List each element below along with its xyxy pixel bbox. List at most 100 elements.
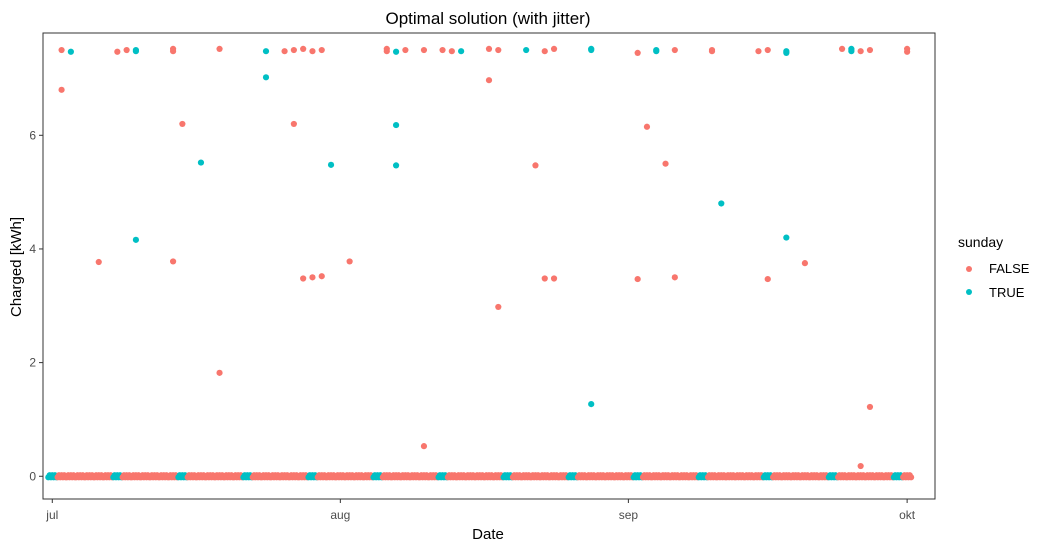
data-point xyxy=(402,46,409,54)
data-point xyxy=(448,48,455,55)
data-point xyxy=(318,273,325,280)
legend: sunday FALSE TRUE xyxy=(958,234,1030,300)
plot-panel xyxy=(42,32,936,500)
data-point xyxy=(541,275,548,282)
data-point xyxy=(346,258,353,265)
data-point xyxy=(58,86,65,93)
legend-label-true: TRUE xyxy=(989,285,1025,300)
data-point xyxy=(169,258,177,265)
data-point xyxy=(327,161,335,168)
data-point xyxy=(420,46,428,54)
data-point xyxy=(662,160,669,167)
chart-title: Optimal solution (with jitter) xyxy=(385,9,590,28)
y-tick-label: 6 xyxy=(29,128,36,142)
data-point xyxy=(857,462,864,470)
data-point xyxy=(653,46,660,54)
data-point xyxy=(281,48,288,55)
data-point xyxy=(383,48,390,55)
data-point xyxy=(300,45,307,53)
x-axis: jul aug sep okt xyxy=(45,499,916,522)
y-axis: 0 2 4 6 xyxy=(29,128,43,483)
y-tick-label: 2 xyxy=(29,356,36,370)
data-point xyxy=(300,275,307,282)
x-tick-label: aug xyxy=(330,508,350,522)
x-tick-label: okt xyxy=(899,508,916,522)
data-point xyxy=(523,46,530,54)
data-point xyxy=(420,443,428,450)
data-point xyxy=(838,45,846,53)
data-point xyxy=(262,74,270,81)
baseline-point-false xyxy=(156,472,171,481)
data-point xyxy=(262,48,270,55)
data-point xyxy=(495,303,502,311)
data-point xyxy=(123,46,130,54)
data-point xyxy=(290,46,297,54)
data-point xyxy=(550,275,558,282)
plot-area xyxy=(42,32,936,500)
legend-key-false xyxy=(966,266,972,272)
data-point xyxy=(309,48,316,55)
data-point xyxy=(318,46,325,54)
data-point xyxy=(541,48,548,55)
data-point xyxy=(588,46,595,54)
baseline-point-false xyxy=(844,472,859,481)
data-point xyxy=(290,120,297,128)
data-point xyxy=(764,46,771,54)
y-tick-label: 4 xyxy=(29,242,36,256)
data-point xyxy=(67,48,74,55)
data-point xyxy=(392,162,400,169)
data-point xyxy=(439,46,446,54)
legend-key-true xyxy=(966,289,972,295)
data-point xyxy=(783,49,790,56)
data-point xyxy=(588,400,595,408)
data-point xyxy=(392,121,400,129)
data-point xyxy=(671,46,678,54)
data-point xyxy=(866,46,874,54)
data-point xyxy=(801,260,809,267)
data-point xyxy=(708,48,716,55)
data-point xyxy=(848,45,855,53)
data-point xyxy=(866,403,874,411)
data-point xyxy=(216,45,223,53)
baseline-point-true xyxy=(500,472,515,481)
data-point xyxy=(485,77,493,84)
data-point xyxy=(783,234,790,241)
data-point xyxy=(458,48,465,55)
x-tick-label: sep xyxy=(619,508,639,522)
x-axis-title: Date xyxy=(472,526,504,543)
data-point xyxy=(718,200,725,207)
data-point xyxy=(95,258,102,266)
data-point xyxy=(169,45,177,53)
data-point xyxy=(179,120,186,128)
y-tick-label: 0 xyxy=(29,469,36,483)
series-true xyxy=(67,45,855,408)
data-point xyxy=(532,162,539,169)
data-point xyxy=(671,274,678,281)
legend-title: sunday xyxy=(958,234,1003,250)
baseline-dot xyxy=(908,474,915,481)
data-point xyxy=(643,123,651,130)
legend-label-false: FALSE xyxy=(989,261,1030,276)
data-point xyxy=(755,48,762,55)
data-point xyxy=(132,48,140,55)
baseline-point-false xyxy=(807,472,822,481)
x-tick-label: jul xyxy=(45,508,58,522)
series-false xyxy=(58,45,911,470)
data-point xyxy=(634,275,641,283)
data-point xyxy=(197,159,205,166)
data-point xyxy=(132,236,140,243)
baseline-point-false xyxy=(900,472,915,481)
data-point xyxy=(58,46,65,54)
data-point xyxy=(550,45,558,53)
data-point xyxy=(485,45,493,53)
data-point xyxy=(114,48,121,55)
data-point xyxy=(216,369,223,376)
data-point xyxy=(857,48,864,55)
y-axis-title: Charged [kWh] xyxy=(8,217,25,317)
data-point xyxy=(392,48,400,55)
data-point xyxy=(764,275,771,283)
data-point xyxy=(904,48,911,55)
data-point xyxy=(634,49,641,56)
data-point xyxy=(495,46,502,54)
